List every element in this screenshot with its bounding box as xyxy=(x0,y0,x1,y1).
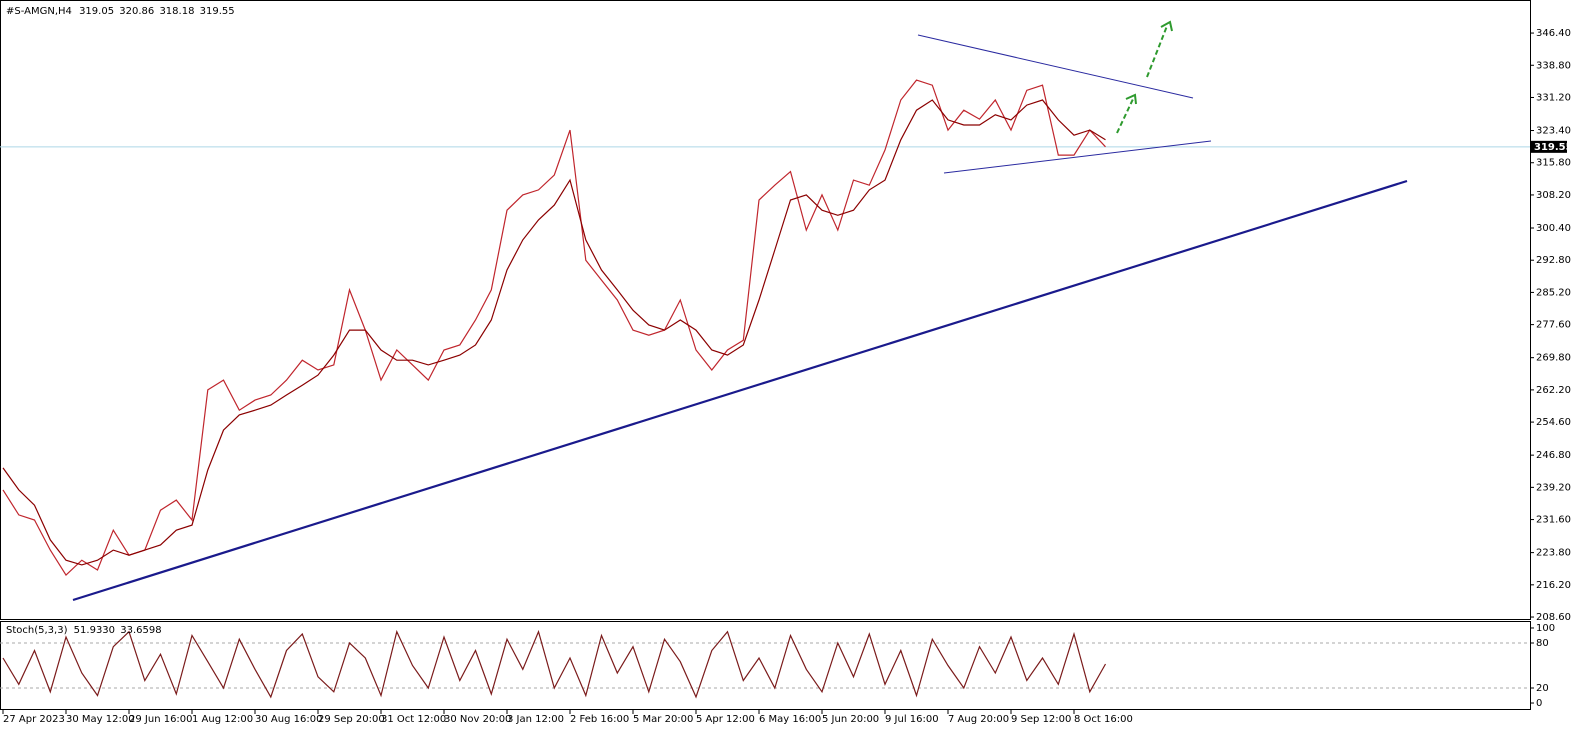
y-tick-label: 308.20 xyxy=(1536,190,1571,201)
x-tick-label: 30 Aug 16:00 xyxy=(255,714,322,725)
x-tick-label: 30 May 12:00 xyxy=(66,714,135,725)
stoch-line xyxy=(2,629,1107,699)
close: 319.55 xyxy=(200,6,235,17)
y-tick-label: 323.40 xyxy=(1536,126,1571,137)
arrow-head xyxy=(1125,93,1137,105)
y2-tick-label: 20 xyxy=(1536,683,1549,694)
y-tick-label: 315.80 xyxy=(1536,158,1571,169)
x-tick-label: 6 May 16:00 xyxy=(759,714,821,725)
y-tick-label: 285.20 xyxy=(1536,287,1571,298)
x-tick-label: 9 Jul 16:00 xyxy=(885,714,939,725)
low: 318.18 xyxy=(159,6,194,17)
triangle-upper xyxy=(917,34,1194,99)
y2-tick-label: 80 xyxy=(1536,638,1549,649)
x-tick-label: 29 Jun 16:00 xyxy=(129,714,193,725)
stoch-header: Stoch(5,3,3) 51.9330 33.6598 xyxy=(6,625,162,636)
price-line xyxy=(2,79,1106,577)
y-tick-label: 269.80 xyxy=(1536,353,1571,364)
y-tick-label: 239.20 xyxy=(1536,482,1571,493)
y-tick-label: 223.80 xyxy=(1536,548,1571,559)
y2-tick-label: 100 xyxy=(1536,623,1555,634)
trend-line xyxy=(72,179,1408,602)
x-tick-label: 7 Aug 20:00 xyxy=(948,714,1009,725)
y-tick-label: 246.80 xyxy=(1536,450,1571,461)
indicator-value: 33.6598 xyxy=(120,625,161,636)
arrow-line xyxy=(1146,25,1168,78)
x-tick-label: 30 Nov 20:00 xyxy=(444,714,511,725)
arrow-head xyxy=(1160,20,1173,32)
x-tick-label: 5 Apr 12:00 xyxy=(696,714,755,725)
symbol: #S-AMGN,H4 xyxy=(6,6,72,17)
high: 320.86 xyxy=(119,6,154,17)
chart-header: #S-AMGN,H4 319.05 320.86 318.18 319.55 xyxy=(6,6,235,17)
y-tick-label: 292.80 xyxy=(1536,255,1571,266)
y-tick-label: 254.60 xyxy=(1536,417,1571,428)
stoch-pane xyxy=(0,621,1531,710)
x-tick-label: 27 Apr 2023 xyxy=(3,714,65,725)
y-tick-label: 338.80 xyxy=(1536,60,1571,71)
price-pane xyxy=(0,0,1531,620)
x-tick-label: 2 Feb 16:00 xyxy=(570,714,629,725)
x-tick-label: 5 Jun 20:00 xyxy=(822,714,879,725)
x-tick-label: 8 Oct 16:00 xyxy=(1074,714,1133,725)
y-tick-label: 216.20 xyxy=(1536,580,1571,591)
open: 319.05 xyxy=(79,6,114,17)
indicator-value: 51.9330 xyxy=(74,625,115,636)
x-tick-label: 9 Sep 12:00 xyxy=(1011,714,1071,725)
y-tick-label: 231.60 xyxy=(1536,515,1571,526)
last-price-box xyxy=(1531,140,1567,153)
last-price-label: 319.55 xyxy=(1534,142,1573,153)
plot-layer: 208.60 216.20 223.80 231.60 239.20 246.80 254.… xyxy=(0,28,1573,725)
y-tick-label: 262.20 xyxy=(1536,385,1571,396)
price-line xyxy=(2,99,1106,566)
x-tick-label: 5 Mar 20:00 xyxy=(633,714,693,725)
y2-tick-label: 0 xyxy=(1536,698,1542,709)
y-tick-label: 346.40 xyxy=(1536,28,1571,39)
x-tick-label: 29 Sep 20:00 xyxy=(318,714,385,725)
x-tick-label: 31 Oct 12:00 xyxy=(381,714,446,725)
y-tick-label: 331.20 xyxy=(1536,92,1571,103)
y-tick-label: 277.60 xyxy=(1536,320,1571,331)
indicator-name: Stoch(5,3,3) xyxy=(6,625,68,636)
arrow-line xyxy=(1116,98,1134,134)
y-tick-label: 208.60 xyxy=(1536,612,1571,623)
triangle-lower xyxy=(943,140,1212,174)
x-tick-label: 1 Aug 12:00 xyxy=(192,714,253,725)
y-tick-label: 300.40 xyxy=(1536,223,1571,234)
x-tick-label: 3 Jan 12:00 xyxy=(507,714,564,725)
